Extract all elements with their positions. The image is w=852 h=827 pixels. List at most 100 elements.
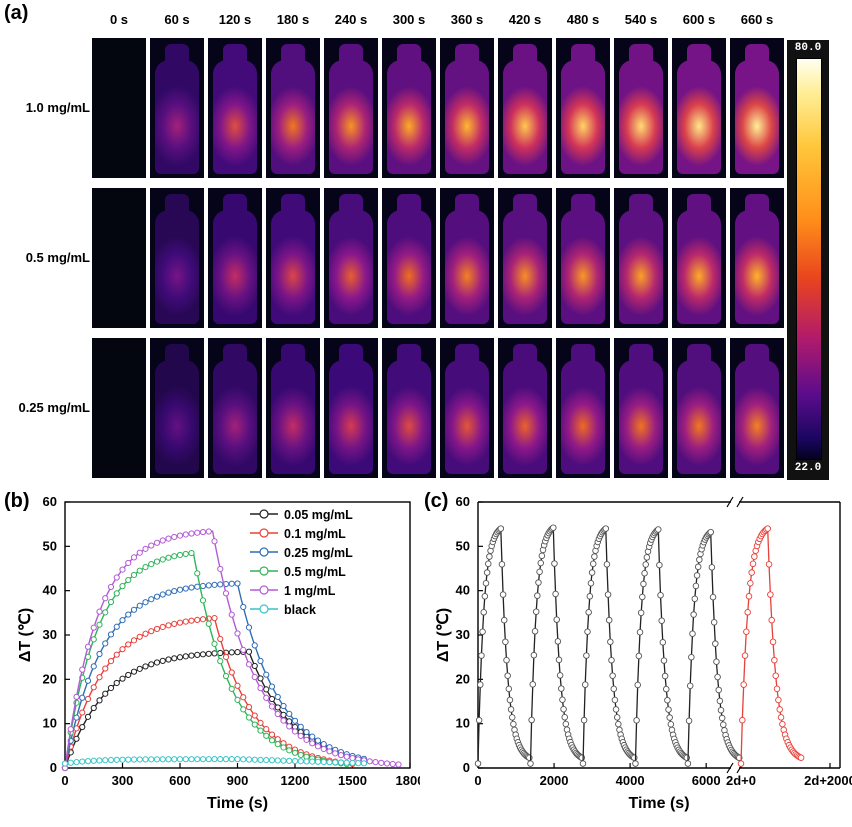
data-point <box>349 759 356 767</box>
data-point <box>159 591 166 598</box>
vial-shape <box>735 344 779 474</box>
data-point <box>498 561 506 568</box>
data-point <box>745 593 753 600</box>
data-point <box>309 758 316 765</box>
thermal-image <box>440 188 494 328</box>
y-tick-label: 0 <box>50 760 57 775</box>
data-point <box>96 697 103 704</box>
data-point <box>165 756 172 763</box>
data-point <box>480 609 487 616</box>
data-point <box>655 526 662 533</box>
data-point <box>309 733 316 740</box>
legend-marker <box>259 509 269 519</box>
axis-break-mark <box>736 496 744 508</box>
data-point <box>257 756 264 763</box>
data-point <box>534 592 541 599</box>
data-point <box>153 593 161 600</box>
y-tick-label: 30 <box>43 627 57 642</box>
data-point <box>251 712 258 719</box>
thermal-image <box>556 188 610 328</box>
thermal-image <box>92 188 146 328</box>
data-point <box>274 741 281 748</box>
y-axis-label: ΔT (℃) <box>435 608 452 662</box>
data-point <box>602 525 610 532</box>
data-point <box>199 597 207 604</box>
data-point <box>257 675 264 682</box>
thermal-image <box>498 38 552 178</box>
data-point <box>378 759 385 766</box>
data-point <box>535 579 542 586</box>
data-point <box>96 757 103 764</box>
y-tick-label: 20 <box>43 671 57 686</box>
vial-shape <box>561 344 605 474</box>
data-point <box>240 694 247 701</box>
data-point <box>96 608 103 615</box>
y-tick-label: 10 <box>43 716 57 731</box>
data-point <box>142 564 149 571</box>
data-point <box>662 685 670 693</box>
data-point <box>667 721 675 728</box>
data-point <box>607 638 614 646</box>
data-point <box>130 637 138 644</box>
time-label: 660 s <box>740 12 774 27</box>
data-point <box>240 603 247 611</box>
data-point <box>159 623 166 631</box>
data-point <box>136 756 143 763</box>
data-point <box>507 706 515 713</box>
data-point <box>199 616 207 623</box>
data-point <box>551 560 558 567</box>
vial-shape <box>561 194 605 324</box>
data-point <box>696 556 703 563</box>
x-tick-label: 4000 <box>616 773 645 788</box>
data-point <box>130 756 138 763</box>
data-point <box>245 714 253 721</box>
colorbar-min-label: 22.0 <box>794 462 822 474</box>
data-point <box>326 748 333 755</box>
data-point <box>176 551 184 559</box>
data-point <box>171 620 178 627</box>
data-point <box>716 697 724 705</box>
data-point <box>591 553 598 560</box>
time-label: 420 s <box>508 12 542 27</box>
data-point <box>314 743 322 750</box>
data-point <box>159 537 166 544</box>
data-point <box>107 598 115 606</box>
data-point <box>217 635 224 643</box>
data-point <box>263 686 270 693</box>
data-point <box>769 638 777 646</box>
legend-marker <box>259 528 269 538</box>
data-point <box>84 695 92 703</box>
data-point <box>642 561 649 568</box>
data-point <box>720 721 727 728</box>
data-point <box>113 590 120 597</box>
vial-shape <box>735 194 779 324</box>
thermal-image <box>266 338 320 478</box>
vial-shape <box>155 344 199 474</box>
concentration-label: 1.0 mg/mL <box>25 100 90 115</box>
data-point <box>366 758 373 765</box>
data-point <box>692 582 700 590</box>
legend-label: 0.25 mg/mL <box>284 546 353 560</box>
data-point <box>383 760 391 767</box>
data-point <box>744 609 751 616</box>
data-point <box>234 649 241 656</box>
data-point <box>274 710 281 718</box>
data-point <box>765 561 773 568</box>
data-point <box>737 760 745 767</box>
x-tick-label: 1200 <box>281 773 310 788</box>
data-point <box>559 696 566 704</box>
data-point <box>107 658 115 665</box>
data-point <box>234 630 241 637</box>
data-point <box>148 596 155 603</box>
data-point <box>612 706 620 713</box>
data-point <box>165 656 172 663</box>
data-point <box>113 651 120 658</box>
data-point <box>693 572 701 579</box>
vial-shape <box>503 194 547 324</box>
data-point <box>90 684 97 691</box>
data-point <box>245 756 253 763</box>
vial-shape <box>677 194 721 324</box>
data-point <box>303 728 310 736</box>
data-point <box>228 669 235 676</box>
